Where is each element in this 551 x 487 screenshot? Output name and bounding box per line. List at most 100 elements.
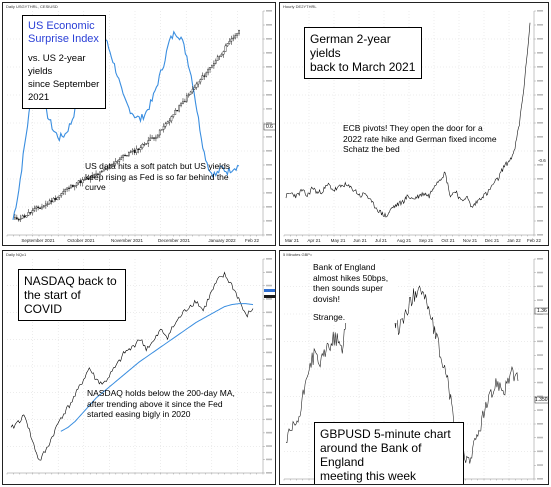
y-tick-text-mark — [537, 285, 543, 288]
y-tick-text-mark — [266, 24, 272, 26]
candle-body — [77, 180, 80, 184]
candle-body — [19, 218, 22, 220]
candle-body — [153, 137, 155, 139]
candle-body — [216, 56, 219, 61]
y-tick-label: -0.6 — [538, 158, 546, 163]
candle-body — [108, 164, 111, 169]
y-tick-text-mark — [266, 445, 272, 447]
chart-panel-german-2y: Hourly DE2YTHRL German 2-year yields bac… — [279, 2, 549, 246]
candle-body — [176, 109, 179, 112]
x-tick-label: January 2022 — [208, 238, 236, 243]
price-marker — [264, 289, 275, 292]
candle-body — [131, 149, 134, 152]
candle-body — [99, 171, 101, 175]
y-tick-text-mark — [537, 52, 543, 54]
y-tick-text-mark — [266, 136, 272, 138]
x-tick-label: Feb 22 — [244, 238, 260, 243]
candle-body — [52, 198, 55, 203]
candle-body — [195, 83, 198, 88]
candle-body — [133, 149, 136, 153]
x-tick-label: Nov 21 — [462, 238, 478, 243]
y-tick-text-mark — [537, 423, 543, 425]
y-tick-text-mark — [266, 418, 272, 421]
candle-body — [197, 81, 200, 85]
candle-body — [106, 167, 109, 170]
y-tick-text-mark — [266, 405, 272, 407]
y-tick-text-mark — [537, 340, 543, 343]
candle-body — [29, 212, 32, 214]
y-tick-text-mark — [537, 150, 543, 152]
candle-body — [155, 136, 157, 139]
chart-title-box: German 2-year yields back to March 2021 — [304, 27, 422, 79]
y-tick-text-mark — [537, 192, 543, 194]
price-marker — [264, 295, 275, 298]
y-tick-text-mark — [537, 478, 543, 480]
candle-body — [220, 54, 223, 57]
y-tick-text-mark — [537, 299, 543, 301]
candle-body — [145, 143, 148, 145]
candle-body — [129, 151, 132, 153]
series-line-200d-ma — [60, 303, 254, 432]
x-tick-label: Apr 21 — [307, 238, 321, 243]
candle-body — [85, 177, 88, 180]
candle-body — [122, 154, 124, 158]
candle-body — [168, 120, 171, 123]
x-tick-label: Aug 21 — [396, 238, 412, 243]
candle-body — [149, 137, 152, 141]
candle-body — [166, 121, 169, 124]
axis-highlight-box — [534, 307, 548, 315]
y-tick-text-mark — [537, 206, 543, 208]
y-tick-label: 1.36 — [537, 308, 547, 314]
series-line-surprise-index — [12, 26, 240, 221]
candle-body — [15, 217, 18, 220]
candle-body — [48, 200, 51, 205]
candle-body — [191, 88, 194, 93]
y-tick-text-mark — [537, 464, 543, 466]
candle-body — [43, 205, 45, 208]
x-tick-label: Jul 21 — [374, 238, 388, 243]
y-tick-text-mark — [537, 10, 543, 12]
candle-body — [147, 140, 150, 144]
candle-body — [114, 161, 117, 165]
candle-body — [226, 43, 229, 47]
y-tick-text-mark — [266, 338, 272, 340]
candle-body — [118, 159, 121, 162]
chart-subtitle-line: since September — [28, 79, 100, 90]
candle-body — [112, 163, 115, 166]
candle-body — [95, 173, 97, 175]
chart-subtitle-line: 2021 — [28, 92, 50, 103]
candle-body — [172, 114, 175, 117]
y-tick-text-mark — [266, 38, 272, 40]
chart-title-line: around the Bank of England — [320, 441, 422, 469]
candle-body — [135, 148, 138, 153]
x-tick-label: December 2021 — [157, 238, 191, 243]
chart-annotation: US data hits a soft patch but US yields … — [85, 161, 231, 192]
candle-body — [170, 116, 173, 122]
candle-body — [27, 212, 30, 216]
chart-title-line: GBPUSD 5-minute chart — [320, 427, 451, 441]
y-tick-text-mark — [537, 450, 543, 453]
y-tick-text-mark — [266, 271, 272, 273]
y-tick-text-mark — [537, 368, 543, 370]
candle-body — [17, 219, 20, 221]
candle-body — [174, 109, 177, 115]
y-tick-text-mark — [266, 94, 272, 96]
candle-body — [156, 134, 159, 138]
candle-body — [189, 91, 192, 95]
y-tick-text-mark — [537, 80, 543, 82]
y-tick-text-mark — [537, 381, 543, 384]
candle-body — [50, 200, 53, 203]
candle-body — [83, 179, 86, 181]
candle-body — [184, 100, 186, 103]
y-tick-text-mark — [537, 234, 543, 236]
chart-annotation-text: Strange. — [313, 312, 346, 322]
candle-body — [124, 154, 126, 157]
chart-title-box: GBPUSD 5-minute chart around the Bank of… — [314, 422, 464, 484]
y-tick-text-mark — [266, 122, 272, 124]
axis-highlight-box — [534, 396, 548, 404]
panel-header: Daily NQc1 — [6, 252, 27, 257]
chart-svg-german-2y — [283, 10, 543, 237]
candle-body — [56, 197, 59, 200]
series-line-german-2y — [285, 22, 531, 218]
y-tick-text-mark — [537, 258, 543, 260]
